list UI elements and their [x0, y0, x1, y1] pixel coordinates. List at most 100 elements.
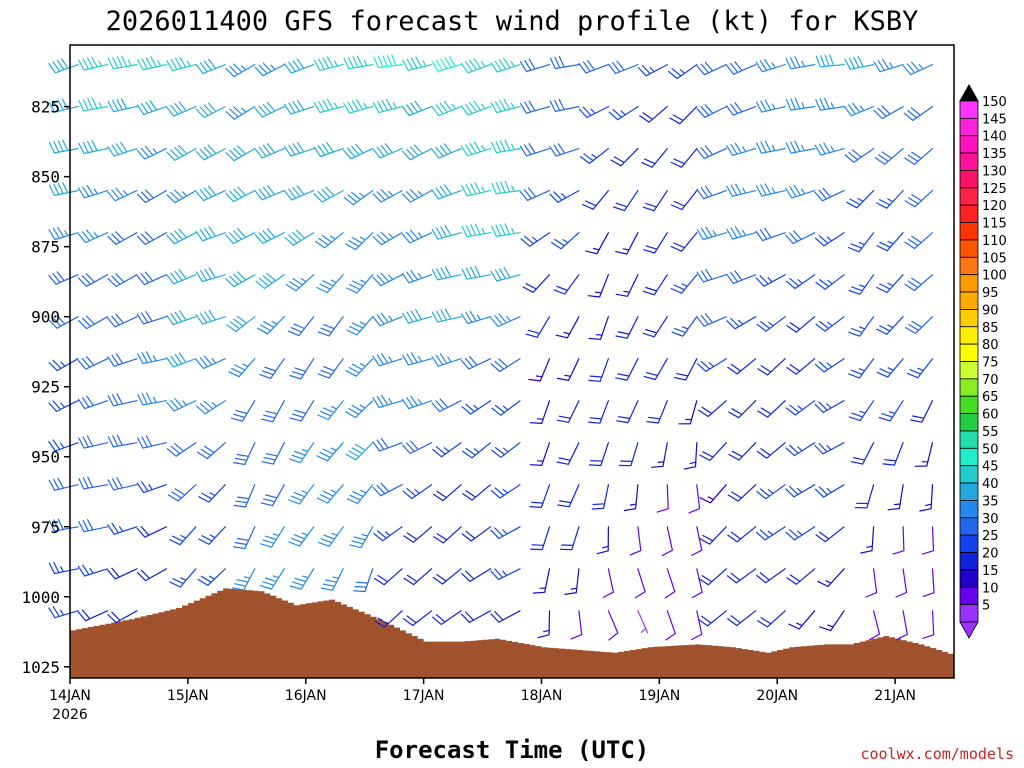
wind-barb — [490, 358, 521, 373]
wind-barb — [922, 610, 935, 639]
wind-barb — [402, 352, 433, 366]
wind-barb — [922, 568, 935, 597]
wind-barb — [48, 477, 79, 491]
colorbar-label: 100 — [982, 269, 1007, 284]
x-tick-label: 19JAN — [638, 688, 680, 704]
wind-barb — [785, 274, 816, 290]
wind-barb — [699, 526, 727, 545]
wind-barb — [491, 180, 521, 195]
wind-barb — [78, 56, 109, 71]
wind-barb — [726, 102, 757, 116]
wind-barb — [490, 526, 521, 539]
wind-barb — [817, 568, 845, 588]
wind-barb — [696, 226, 727, 241]
x-tick-label: 14JAN — [49, 688, 91, 704]
wind-barb — [460, 58, 492, 74]
wind-barb — [313, 98, 344, 114]
wind-barb — [696, 61, 727, 76]
wind-barb — [874, 148, 904, 165]
wind-barb — [372, 438, 403, 452]
wind-barb — [107, 273, 138, 288]
wind-barb — [608, 106, 639, 121]
wind-barb — [403, 610, 433, 627]
wind-barb — [167, 484, 197, 502]
colorbar-swatch — [959, 222, 979, 241]
wind-barb — [373, 526, 403, 542]
wind-barb — [698, 400, 727, 418]
y-tick-label: 975 — [31, 518, 60, 537]
wind-barb — [876, 274, 904, 294]
wind-barb — [107, 187, 138, 202]
wind-barb — [815, 316, 845, 332]
wind-barb — [843, 102, 875, 117]
wind-barb — [318, 526, 344, 547]
wind-barb — [166, 352, 197, 368]
wind-barb — [519, 58, 551, 73]
wind-barb — [559, 526, 580, 551]
wind-barb — [136, 100, 167, 115]
wind-barb — [136, 271, 167, 286]
wind-barb — [756, 316, 786, 332]
y-tick-label: 950 — [31, 448, 60, 467]
wind-barb — [814, 484, 845, 498]
wind-barb — [757, 358, 786, 376]
colorbar-swatch — [959, 465, 979, 484]
wind-barb — [549, 98, 580, 112]
wind-barb — [48, 139, 79, 154]
wind-barb — [646, 400, 668, 424]
wind-barb — [522, 274, 551, 293]
wind-barb — [785, 140, 816, 154]
wind-barb — [549, 56, 580, 70]
wind-barb — [670, 190, 698, 211]
wind-barb — [48, 315, 79, 329]
wind-barb — [48, 271, 79, 285]
wind-barb — [615, 274, 639, 297]
wind-barb — [225, 271, 256, 288]
colorbar-label: 120 — [982, 199, 1007, 214]
wind-barb — [674, 358, 698, 381]
wind-barb — [491, 400, 521, 416]
wind-barb — [643, 358, 668, 381]
wind-barb — [461, 265, 492, 280]
wind-barb — [107, 231, 138, 245]
colorbar-label: 90 — [982, 303, 999, 318]
credit-link[interactable]: coolwx.com/models — [860, 745, 1014, 763]
wind-barb — [48, 358, 79, 372]
wind-barb — [537, 610, 551, 639]
wind-barb — [755, 274, 786, 287]
y-tick-label: 875 — [31, 238, 60, 257]
wind-barb — [905, 316, 934, 334]
colorbar-swatch — [959, 117, 979, 137]
wind-barb — [726, 226, 757, 240]
wind-barb — [814, 187, 845, 202]
wind-barb — [432, 484, 462, 502]
wind-barb — [582, 190, 609, 210]
wind-barb — [166, 398, 197, 412]
wind-barb — [254, 62, 285, 77]
wind-barb — [261, 400, 285, 423]
colorbar-swatch — [959, 100, 979, 119]
colorbar-swatch — [959, 395, 979, 415]
wind-barb — [815, 274, 845, 290]
wind-barb — [431, 184, 462, 200]
wind-barb — [372, 231, 403, 246]
wind-barb — [757, 400, 786, 418]
wind-barb — [643, 232, 668, 254]
wind-barb — [642, 190, 668, 212]
wind-barb — [629, 526, 642, 556]
wind-barb — [550, 232, 580, 250]
wind-barb — [491, 442, 521, 458]
terrain-area — [70, 588, 954, 678]
wind-barb — [815, 97, 845, 111]
wind-barb — [48, 98, 79, 113]
wind-barb — [225, 145, 256, 162]
wind-barb — [345, 400, 374, 419]
wind-barb — [195, 267, 226, 283]
wind-barb — [346, 274, 374, 294]
colorbar-label: 70 — [982, 373, 999, 388]
colorbar-label: 40 — [982, 477, 999, 492]
wind-barb — [166, 310, 197, 326]
wind-barb — [136, 481, 167, 494]
wind-barb — [107, 567, 138, 580]
wind-barb — [815, 54, 845, 68]
